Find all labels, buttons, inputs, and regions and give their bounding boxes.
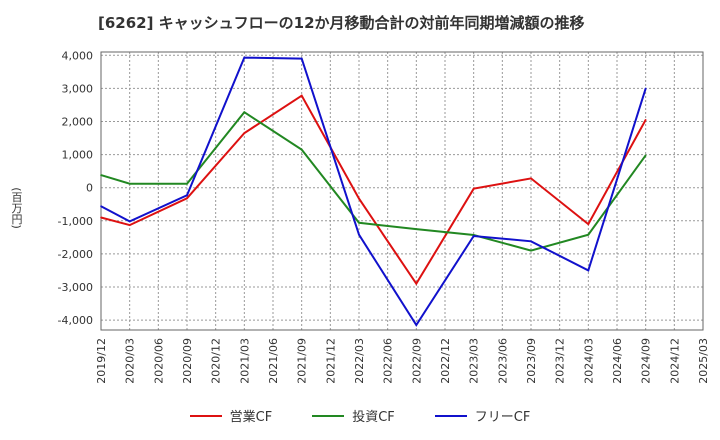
legend: 営業CF 投資CF フリーCF (0, 406, 720, 425)
y-tick-label: 2,000 (62, 116, 94, 129)
y-tick-label: 1,000 (62, 149, 94, 162)
data-point (644, 87, 647, 90)
chart-svg: 4,000 3,000 2,000 1,000 0 -1,000 -2,000 -3,000 -… (58, 49, 710, 384)
data-point (186, 197, 188, 200)
legend-label: フリーCF (474, 410, 531, 425)
x-tick-label: 2023/12 (554, 338, 567, 384)
data-point (415, 324, 418, 326)
plot-border (100, 51, 704, 331)
data-point (644, 119, 647, 121)
data-point (530, 249, 532, 252)
data-point (243, 132, 246, 134)
data-point (186, 182, 188, 185)
data-point (100, 174, 102, 176)
x-tick-label: 2021/09 (296, 338, 309, 384)
data-point (644, 154, 647, 157)
x-tick-label: 2019/12 (95, 338, 108, 384)
x-tick-label: 2020/09 (181, 338, 194, 384)
data-point (358, 221, 360, 224)
data-point (415, 282, 418, 285)
data-point (472, 235, 475, 237)
y-axis-label: (百万円) (10, 187, 23, 229)
x-tick-label: 2022/09 (410, 338, 423, 384)
x-tick-label: 2023/06 (496, 338, 509, 384)
y-tick-label: -4,000 (58, 314, 93, 327)
data-point (587, 269, 590, 272)
data-point (100, 216, 102, 219)
x-tick-label: 2023/03 (468, 338, 481, 384)
y-tick-label: 0 (86, 182, 93, 195)
data-point (300, 94, 303, 97)
series-lines (100, 56, 647, 327)
x-tick-label: 2023/09 (525, 338, 538, 384)
plot-frame (100, 51, 704, 331)
x-tick-label: 2024/06 (611, 338, 624, 384)
legend-swatch (434, 414, 467, 417)
x-tick-label: 2021/06 (267, 338, 280, 384)
x-tick-label: 2021/12 (324, 338, 337, 384)
chart-title: [6262] キャッシュフローの12か月移動合計の対前年同期増減額の推移 (98, 14, 585, 32)
x-tick-label: 2022/03 (353, 338, 366, 384)
legend-swatch (312, 414, 345, 417)
data-point (300, 57, 303, 60)
legend-label: 投資CF (352, 410, 395, 425)
data-point (100, 205, 102, 208)
data-point (358, 197, 360, 200)
series-line (100, 110, 647, 252)
data-point (530, 240, 532, 243)
data-point (472, 187, 475, 190)
data-point (530, 177, 532, 180)
y-tick-label: 4,000 (62, 49, 94, 62)
x-tick-label: 2024/09 (640, 338, 653, 384)
x-tick-label: 2024/12 (668, 338, 681, 384)
data-point (128, 182, 131, 185)
y-tick-label: 3,000 (62, 82, 94, 95)
y-tick-label: -2,000 (58, 248, 93, 261)
x-tick-label: 2020/06 (152, 338, 165, 384)
grid-lines (100, 52, 704, 330)
x-tick-label: 2024/03 (582, 338, 595, 384)
x-tick-labels: 2019/12 2020/03 2020/06 2020/09 2020/12 2021/… (95, 338, 710, 384)
data-point (128, 224, 131, 226)
x-tick-label: 2022/12 (439, 338, 452, 384)
legend-item: 営業CF (189, 406, 273, 425)
x-tick-label: 2021/03 (238, 338, 251, 384)
legend-swatch (189, 414, 222, 417)
data-point (186, 194, 188, 197)
x-tick-label: 2020/03 (124, 338, 137, 384)
data-point (128, 220, 131, 223)
data-point (415, 228, 418, 230)
data-point (300, 148, 303, 151)
y-tick-label: -3,000 (58, 281, 93, 294)
legend-item: フリーCF (434, 406, 531, 425)
y-tick-labels: 4,000 3,000 2,000 1,000 0 -1,000 -2,000 -3,000 -… (58, 49, 93, 327)
legend-label: 営業CF (229, 410, 273, 425)
series-line (100, 56, 647, 327)
data-point (243, 111, 246, 114)
x-tick-label: 2025/03 (697, 338, 710, 384)
data-point (358, 233, 360, 236)
x-tick-label: 2020/12 (210, 338, 223, 384)
y-tick-label: -1,000 (58, 215, 93, 228)
x-tick-label: 2022/06 (382, 338, 395, 384)
legend-item: 投資CF (312, 406, 395, 425)
data-point (243, 56, 246, 59)
data-point (587, 223, 590, 225)
data-point (587, 233, 590, 236)
